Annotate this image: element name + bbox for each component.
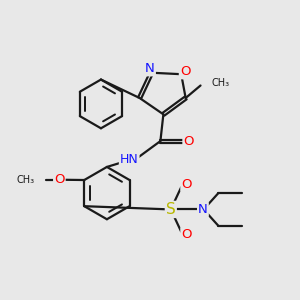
- Text: O: O: [180, 65, 190, 78]
- Text: O: O: [181, 228, 192, 241]
- Text: N: N: [198, 203, 208, 216]
- Text: O: O: [54, 172, 64, 186]
- Text: O: O: [183, 135, 194, 148]
- Text: CH₃: CH₃: [212, 77, 230, 88]
- Text: O: O: [181, 178, 192, 191]
- Text: N: N: [145, 62, 155, 75]
- Text: CH₃: CH₃: [17, 175, 35, 185]
- Text: HN: HN: [120, 153, 139, 166]
- Text: S: S: [166, 202, 176, 217]
